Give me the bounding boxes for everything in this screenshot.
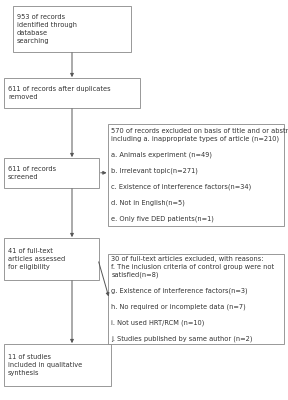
FancyBboxPatch shape <box>13 6 131 52</box>
FancyBboxPatch shape <box>4 344 111 386</box>
Text: 30 of full-text articles excluded, with reasons:
f. The inclusion criteria of co: 30 of full-text articles excluded, with … <box>111 256 274 342</box>
FancyBboxPatch shape <box>4 78 140 108</box>
FancyBboxPatch shape <box>4 158 99 188</box>
FancyBboxPatch shape <box>108 124 284 226</box>
Text: 611 of records
screened: 611 of records screened <box>8 166 56 180</box>
Text: 570 of records excluded on basis of title and or abstract
including a. inappropr: 570 of records excluded on basis of titl… <box>111 128 288 222</box>
Text: 611 of records after duplicates
removed: 611 of records after duplicates removed <box>8 86 111 100</box>
Text: 11 of studies
included in qualitative
synthesis: 11 of studies included in qualitative sy… <box>8 354 82 376</box>
Text: 41 of full-text
articles assessed
for eligibility: 41 of full-text articles assessed for el… <box>8 248 65 270</box>
Text: 953 of records
identified through
database
searching: 953 of records identified through databa… <box>17 14 77 44</box>
FancyBboxPatch shape <box>4 238 99 280</box>
FancyBboxPatch shape <box>108 254 284 344</box>
